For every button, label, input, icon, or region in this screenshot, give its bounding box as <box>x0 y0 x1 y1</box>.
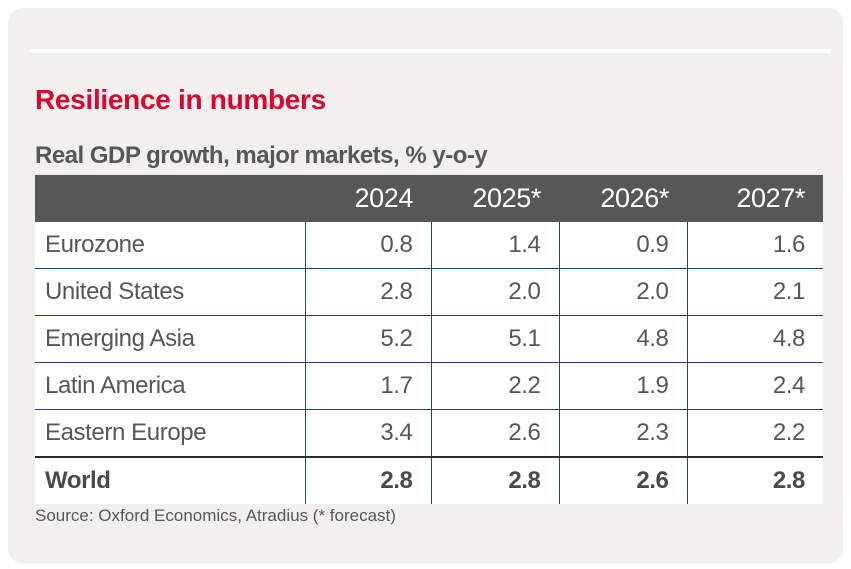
gdp-growth-table: 2024 2025* 2026* 2027* Eurozone 0.8 1.4 0.9 1.6… <box>35 175 823 504</box>
source-note: Source: Oxford Economics, Atradius (* fo… <box>35 506 396 525</box>
value-cell: 2.8 <box>304 456 431 504</box>
table-subtitle: Real GDP growth, major markets, % y-o-y <box>35 142 488 169</box>
content-card: Resilience in numbers Real GDP growth, m… <box>8 8 843 563</box>
year-column-header: 2026* <box>559 175 687 222</box>
value-cell: 2.1 <box>686 268 823 316</box>
value-cell: 2.6 <box>430 409 559 457</box>
value-cell: 2.8 <box>686 456 823 504</box>
value-cell: 4.8 <box>558 315 687 363</box>
value-cell: 4.8 <box>686 315 823 363</box>
table-header: 2024 2025* 2026* 2027* <box>35 175 823 222</box>
value-cell: 2.0 <box>430 268 559 316</box>
table-body: Eurozone 0.8 1.4 0.9 1.6 United States 2.8 2.0 2… <box>35 222 823 504</box>
value-cell: 0.9 <box>558 222 687 269</box>
page-title: Resilience in numbers <box>35 84 326 115</box>
region-label-cell: Eastern Europe <box>35 409 305 457</box>
value-cell: 2.2 <box>430 362 559 410</box>
region-label-cell: Emerging Asia <box>35 315 305 363</box>
year-column-header: 2027* <box>687 175 823 222</box>
value-cell: 2.3 <box>558 409 687 457</box>
region-label-cell: World <box>35 456 305 504</box>
value-cell: 1.6 <box>686 222 823 269</box>
value-cell: 2.8 <box>304 268 431 316</box>
table-row: Emerging Asia 5.2 5.1 4.8 4.8 <box>35 315 823 363</box>
value-cell: 2.0 <box>558 268 687 316</box>
value-cell: 1.4 <box>430 222 559 269</box>
table-row: Eastern Europe 3.4 2.6 2.3 2.2 <box>35 409 823 457</box>
region-label-cell: United States <box>35 268 305 316</box>
value-cell: 2.4 <box>686 362 823 410</box>
value-cell: 0.8 <box>304 222 431 269</box>
region-label-cell: Latin America <box>35 362 305 410</box>
table-row: World 2.8 2.8 2.6 2.8 <box>35 456 823 504</box>
top-divider-rule <box>30 49 831 53</box>
value-cell: 1.9 <box>558 362 687 410</box>
value-cell: 5.2 <box>304 315 431 363</box>
table-row: United States 2.8 2.0 2.0 2.1 <box>35 268 823 316</box>
table-header-row: 2024 2025* 2026* 2027* <box>35 175 823 222</box>
value-cell: 1.7 <box>304 362 431 410</box>
region-label-cell: Eurozone <box>35 222 305 269</box>
value-cell: 3.4 <box>304 409 431 457</box>
table-row: Latin America 1.7 2.2 1.9 2.4 <box>35 362 823 410</box>
value-cell: 2.2 <box>686 409 823 457</box>
header-label-cell <box>35 175 305 222</box>
year-column-header: 2024 <box>305 175 431 222</box>
value-cell: 2.6 <box>558 456 687 504</box>
year-column-header: 2025* <box>431 175 559 222</box>
table-row: Eurozone 0.8 1.4 0.9 1.6 <box>35 222 823 269</box>
value-cell: 2.8 <box>430 456 559 504</box>
value-cell: 5.1 <box>430 315 559 363</box>
